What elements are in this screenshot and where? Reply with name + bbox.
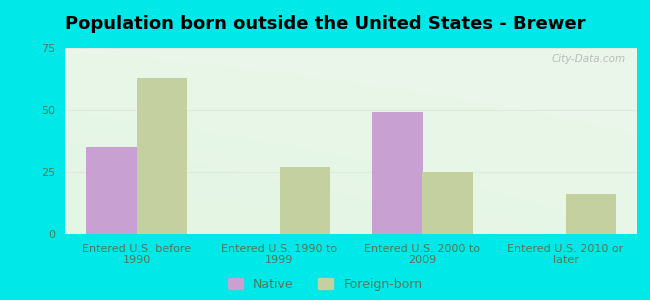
Bar <box>566 194 616 234</box>
Legend: Native, Foreign-born: Native, Foreign-born <box>227 278 422 291</box>
Bar <box>422 172 473 234</box>
Bar <box>86 147 136 234</box>
Bar <box>136 78 187 234</box>
Bar <box>280 167 330 234</box>
Text: Population born outside the United States - Brewer: Population born outside the United State… <box>65 15 585 33</box>
Text: City-Data.com: City-Data.com <box>551 54 625 64</box>
Bar <box>372 112 423 234</box>
